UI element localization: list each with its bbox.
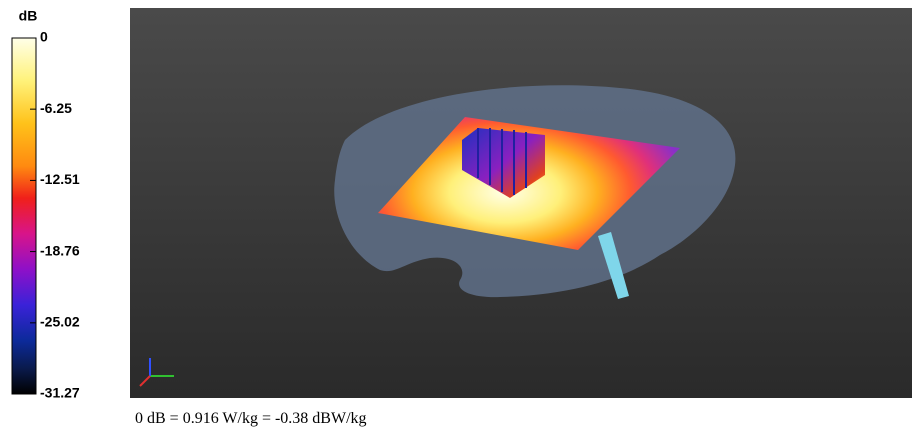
caption: 0 dB = 0.916 W/kg = -0.38 dBW/kg xyxy=(135,410,367,427)
colorbar-unit: dB xyxy=(19,8,38,24)
zoom-cube xyxy=(462,128,545,198)
probe-leg xyxy=(598,232,629,299)
colorbar-scale xyxy=(11,37,37,395)
tick-label: -18.76 xyxy=(40,242,80,258)
axes-icon xyxy=(139,358,174,387)
tick-label: 0 xyxy=(40,29,48,45)
tick-label: -6.25 xyxy=(40,100,72,116)
colorbar: dB 0 -6.25 -12.51 -18.76 -25.02 -31.27 xyxy=(11,8,80,401)
tick-label: -12.51 xyxy=(40,171,80,187)
cube-lines xyxy=(477,128,527,195)
tick-label: -31.27 xyxy=(40,385,80,401)
tick-label: -25.02 xyxy=(40,314,80,330)
viewport xyxy=(130,8,912,398)
